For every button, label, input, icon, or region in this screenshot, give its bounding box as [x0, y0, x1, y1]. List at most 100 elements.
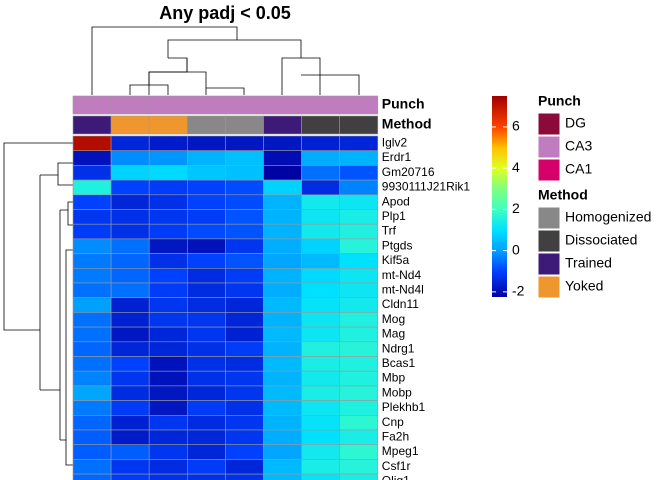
heatmap-cell: [72, 459, 112, 475]
row-label: Mpeg1: [382, 444, 419, 458]
row-label: Cldn11: [382, 297, 419, 311]
heatmap-cell: [110, 150, 150, 166]
heatmap-cell: [110, 414, 150, 431]
row-label: Ptgds: [382, 238, 413, 252]
heatmap-cell: [72, 223, 112, 240]
heatmap-cell: [148, 238, 188, 254]
heatmap-cell: [225, 356, 264, 372]
heatmap-cell: [187, 444, 226, 460]
heatmap-cell: [301, 179, 341, 196]
row-label: Cnp: [382, 415, 404, 429]
annotation-cell: [263, 95, 302, 115]
heatmap-cell: [225, 429, 264, 445]
heatmap-cell: [339, 209, 379, 225]
heatmap-cell: [72, 267, 112, 284]
heatmap-cell: [225, 414, 264, 431]
heatmap-cell: [187, 209, 226, 225]
heatmap-cell: [187, 326, 226, 343]
heatmap-cell: [72, 326, 112, 343]
heatmap-cell: [72, 253, 112, 269]
row-label: mt-Nd4: [382, 268, 422, 282]
heatmap-cell: [110, 297, 150, 313]
heatmap-cell: [148, 209, 188, 225]
annotation-cell: [225, 95, 264, 115]
legend-swatch: [537, 229, 561, 253]
row-label: Apod: [382, 194, 410, 208]
heatmap-cell: [72, 165, 112, 181]
heatmap-cell: [339, 267, 379, 284]
heatmap-cell: [110, 429, 150, 445]
legend-label: Yoked: [565, 278, 603, 294]
legend-label: Dissociated: [565, 232, 637, 248]
heatmap-cell: [339, 282, 379, 298]
heatmap-cell: [187, 282, 226, 298]
heatmap-cell: [263, 194, 302, 210]
heatmap-cell: [148, 370, 188, 387]
annotation-cell: [339, 115, 379, 135]
legend-swatch: [537, 206, 561, 230]
heatmap-cell: [225, 473, 264, 480]
row-label: 9930111J21Rik1: [382, 180, 471, 194]
heatmap-cell: [148, 253, 188, 269]
heatmap-cell: [339, 150, 379, 166]
row-label: Plp1: [382, 209, 406, 223]
heatmap-cell: [339, 238, 379, 254]
row-label: Ndrg1: [382, 341, 415, 355]
heatmap-cell: [301, 326, 341, 343]
heatmap-cell: [72, 194, 112, 210]
heatmap-cell: [301, 150, 341, 166]
annotation-cell: [263, 115, 302, 135]
heatmap-cell: [72, 297, 112, 313]
heatmap-cell: [225, 282, 264, 298]
heatmap-cell: [225, 385, 264, 401]
row-label: Iglv2: [382, 136, 408, 150]
heatmap-cell: [110, 179, 150, 196]
heatmap-cell: [339, 356, 379, 372]
heatmap-cell: [301, 223, 341, 240]
heatmap-cell: [72, 209, 112, 225]
heatmap-cell: [148, 473, 188, 480]
heatmap-cell: [339, 414, 379, 431]
heatmap-cell: [339, 385, 379, 401]
heatmap-cell: [339, 400, 379, 416]
heatmap-cell: [263, 165, 302, 181]
heatmap-cell: [339, 429, 379, 445]
heatmap-cell: [339, 253, 379, 269]
heatmap-cell: [263, 370, 302, 387]
heatmap-cell: [339, 297, 379, 313]
legend-swatch: [537, 112, 561, 136]
heatmap-cell: [263, 223, 302, 240]
heatmap-cell: [225, 194, 264, 210]
row-label: Bcas1: [382, 356, 416, 370]
heatmap-cell: [110, 400, 150, 416]
heatmap-cell: [301, 385, 341, 401]
row-label: Mag: [382, 327, 405, 341]
heatmap-cell: [301, 473, 341, 480]
heatmap-cell: [110, 326, 150, 343]
heatmap-cell: [263, 238, 302, 254]
heatmap-cell: [263, 356, 302, 372]
heatmap-cell: [263, 267, 302, 284]
heatmap-cell: [110, 444, 150, 460]
annotation-cell: [301, 115, 341, 135]
annotation-cell: [148, 95, 188, 115]
colorbar-tick-label: 2: [512, 200, 520, 216]
heatmap-cell: [72, 356, 112, 372]
heatmap-cell: [110, 165, 150, 181]
heatmap-cell: [110, 194, 150, 210]
legend-title: Method: [538, 187, 588, 203]
heatmap-cell: [301, 282, 341, 298]
heatmap-cell: [187, 341, 226, 357]
heatmap-cell: [339, 459, 379, 475]
heatmap-cell: [148, 165, 188, 181]
heatmap-cell: [301, 444, 341, 460]
colorbar-tick-label: 4: [512, 159, 520, 175]
heatmap-cell: [263, 473, 302, 480]
heatmap-cell: [187, 194, 226, 210]
annotation-cell: [148, 115, 188, 135]
heatmap-cell: [148, 444, 188, 460]
colorbar-tick-label: -2: [512, 283, 525, 299]
colorbar-tick-label: 6: [512, 118, 520, 134]
annotation-cell: [187, 95, 226, 115]
